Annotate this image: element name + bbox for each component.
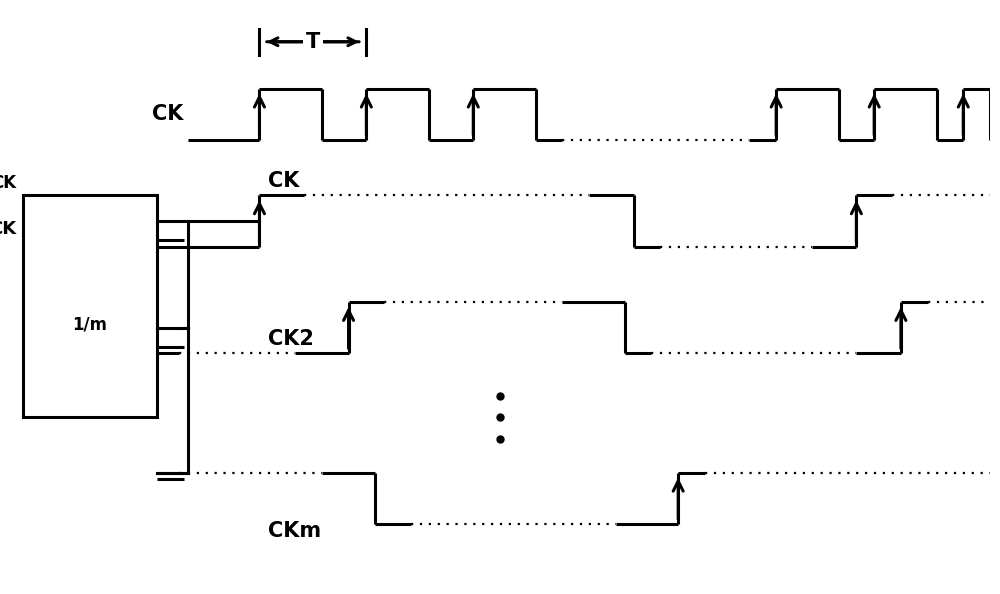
Text: CK: CK	[0, 173, 16, 192]
Text: CK: CK	[152, 105, 184, 124]
Bar	[23, 195, 157, 418]
Text: CK: CK	[268, 171, 300, 191]
Text: 1/m: 1/m	[73, 315, 108, 333]
Text: CK: CK	[0, 220, 16, 238]
Text: CK2: CK2	[268, 329, 314, 349]
Text: T: T	[306, 31, 320, 52]
Text: CKm: CKm	[268, 521, 321, 541]
